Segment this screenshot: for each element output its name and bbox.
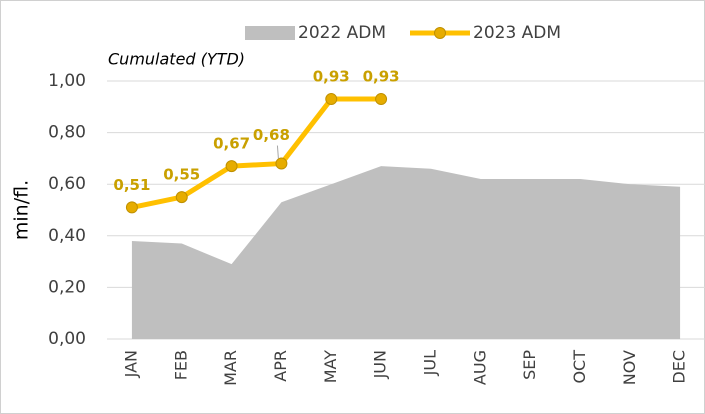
legend-swatch (434, 27, 446, 39)
y-tick-label: 0,20 (48, 277, 86, 297)
legend-label: 2022 ADM (298, 23, 386, 43)
data-label: 0,93 (363, 68, 400, 86)
x-tick-label: JUN (371, 350, 390, 379)
data-label: 0,67 (213, 135, 250, 153)
marker (175, 191, 188, 204)
line (131, 96, 382, 210)
x-tick-label: JUL (420, 350, 439, 376)
x-tick-label: DEC (670, 350, 689, 384)
data-label: 0,55 (163, 166, 200, 184)
marker (125, 201, 138, 214)
legend-label: 2023 ADM (473, 23, 561, 43)
leader-line (276, 145, 279, 159)
marker (225, 160, 238, 173)
x-tick-label: FEB (171, 350, 190, 380)
marker (275, 157, 288, 170)
y-tick-label: 0,40 (48, 226, 86, 246)
data-label: 0,51 (113, 176, 150, 194)
x-tick-label: MAR (221, 350, 240, 386)
x-tick-label: SEP (520, 350, 539, 380)
chart-subtitle: Cumulated (YTD) (108, 50, 245, 69)
marker (375, 93, 388, 106)
y-tick-label: 0,60 (48, 174, 86, 194)
x-tick-label: APR (271, 350, 290, 382)
y-axis-label: min/fl. (11, 180, 33, 240)
x-tick-label: AUG (470, 350, 489, 385)
x-tick-label: OCT (570, 350, 589, 384)
y-tick-label: 0,80 (48, 123, 86, 143)
x-tick-label: MAY (321, 350, 340, 384)
area (131, 166, 681, 339)
x-tick-label: NOV (620, 350, 639, 385)
marker (325, 93, 338, 106)
data-label: 0,68 (253, 126, 290, 144)
y-tick-label: 0,00 (48, 329, 86, 349)
y-tick-label: 1,00 (48, 71, 86, 91)
data-label: 0,93 (313, 68, 350, 86)
x-tick-label: JAN (121, 350, 140, 378)
legend-swatch (245, 26, 295, 40)
